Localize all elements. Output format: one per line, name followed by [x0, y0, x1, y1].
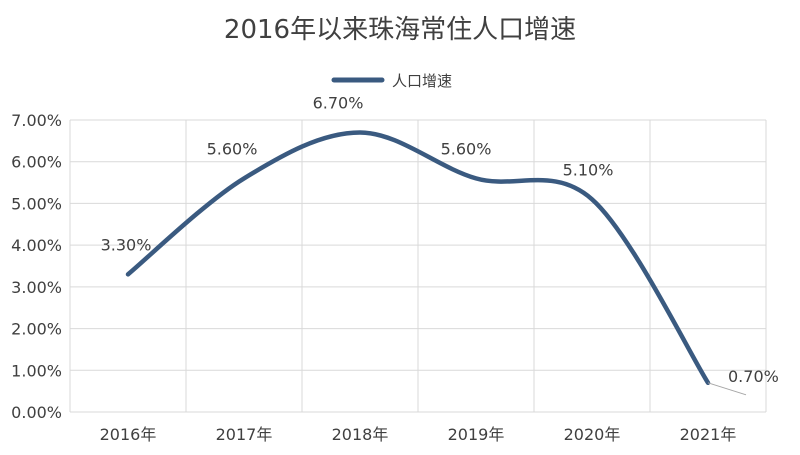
y-tick-label: 1.00%	[11, 361, 62, 380]
x-tick-label: 2018年	[332, 425, 389, 444]
gridlines	[69, 119, 767, 413]
data-label: 5.60%	[207, 139, 258, 158]
data-label: 5.10%	[563, 160, 614, 179]
y-tick-label: 4.00%	[11, 236, 62, 255]
y-axis: 0.00% 1.00% 2.00% 3.00% 4.00% 5.00% 6.00% 7.00%	[11, 111, 62, 422]
data-label: 0.70%	[728, 367, 779, 386]
legend: 人口增速	[331, 72, 452, 90]
y-tick-label: 0.00%	[11, 403, 62, 422]
y-tick-label: 5.00%	[11, 194, 62, 213]
chart-title: 2016年以来珠海常住人口增速	[224, 15, 576, 45]
y-tick-label: 6.00%	[11, 153, 62, 172]
y-tick-label: 7.00%	[11, 111, 62, 130]
data-labels: 3.30% 5.60% 6.70% 5.60% 5.10% 0.70%	[101, 94, 779, 396]
x-tick-label: 2017年	[216, 425, 273, 444]
x-tick-label: 2020年	[564, 425, 621, 444]
label-leader-line	[707, 382, 747, 396]
y-tick-label: 3.00%	[11, 278, 62, 297]
series-line	[125, 130, 711, 386]
y-tick-label: 2.00%	[11, 320, 62, 339]
x-tick-label: 2021年	[680, 425, 737, 444]
x-tick-label: 2016年	[100, 425, 157, 444]
legend-label: 人口增速	[392, 72, 452, 90]
x-axis: 2016年 2017年 2018年 2019年 2020年 2021年	[100, 425, 737, 444]
data-label: 6.70%	[313, 94, 364, 113]
data-label: 5.60%	[441, 139, 492, 158]
series-line-group	[125, 130, 711, 386]
data-label: 3.30%	[101, 235, 152, 254]
x-tick-label: 2019年	[448, 425, 505, 444]
